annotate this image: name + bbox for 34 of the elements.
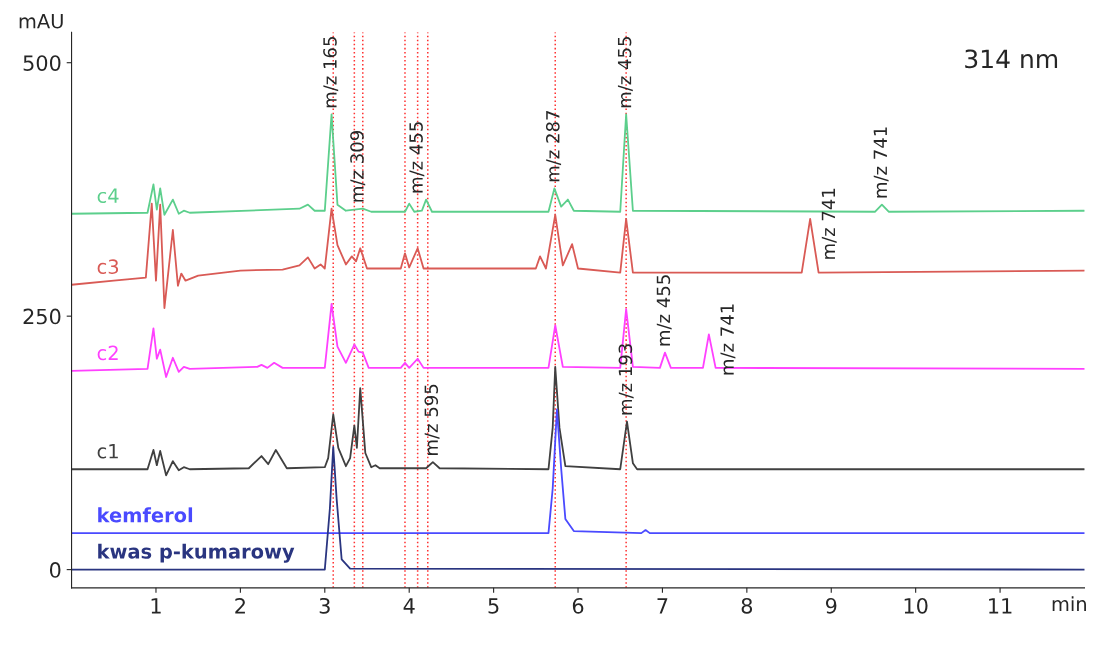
x-tick-label: 8 (741, 597, 753, 614)
x-tick-label: 6 (572, 597, 584, 614)
series-label: c2 (97, 345, 118, 361)
annotation: m/z 741 (873, 127, 889, 198)
x-tick-label: 4 (403, 598, 415, 614)
x-tick-label: 5 (488, 598, 499, 614)
x-tick-label: 1 (151, 598, 161, 614)
annotation: m/z 287 (545, 111, 562, 182)
y-tick-label: 0 (49, 562, 61, 578)
series-label: kwas p-kumarowy (98, 543, 295, 563)
annotation: m/z 455 (656, 275, 672, 346)
x-tick-label: 3 (319, 597, 330, 614)
y-tick-label: 500 (23, 55, 61, 71)
text: 314 nm (965, 49, 1058, 69)
annotation: m/z 741 (821, 188, 837, 259)
x-tick-label: 11 (989, 598, 1012, 614)
x-axis-title: min (1052, 596, 1086, 611)
annotation: m/z 741 (720, 304, 736, 375)
y-axis-title: mAU (19, 14, 63, 29)
x-tick-label: 10 (904, 597, 928, 614)
series-label: kemferol (98, 507, 193, 523)
series-label: c3 (97, 259, 119, 275)
x-tick-label: 2 (235, 597, 245, 614)
annotation: m/z 309 (350, 131, 366, 202)
y-tick-label: 250 (23, 308, 61, 325)
x-tick-label: 7 (657, 598, 668, 614)
series-label: c4 (97, 188, 119, 204)
series-label: c1 (97, 444, 118, 459)
annotation: m/z 455 (409, 122, 425, 193)
annotation: m/z 595 (424, 384, 440, 455)
annotation: m/z 455 (617, 37, 633, 108)
annotation: m/z 193 (618, 344, 634, 415)
x-tick-label: 9 (825, 597, 837, 614)
annotation: m/z 165 (323, 37, 339, 108)
